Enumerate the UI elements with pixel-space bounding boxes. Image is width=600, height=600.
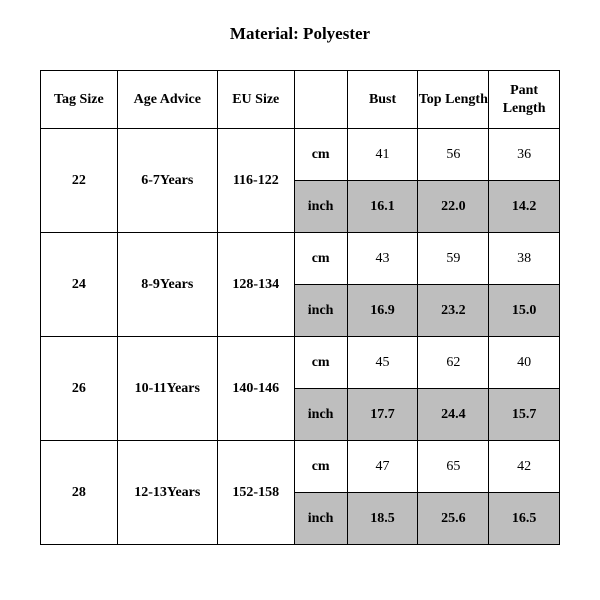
col-eu-size: EU Size	[217, 71, 294, 129]
cell-eu-size: 140-146	[217, 337, 294, 441]
table-body: 226-7Years116-122cm415636inch16.122.014.…	[41, 129, 560, 545]
col-pant-length: Pant Length	[489, 71, 560, 129]
col-age-advice: Age Advice	[117, 71, 217, 129]
cell-unit-inch: inch	[294, 389, 347, 441]
cell-top-inch: 22.0	[418, 181, 489, 233]
cell-tag-size: 28	[41, 441, 118, 545]
table-row: 248-9Years128-134cm435938	[41, 233, 560, 285]
cell-unit-cm: cm	[294, 337, 347, 389]
cell-top-inch: 25.6	[418, 493, 489, 545]
cell-age-advice: 6-7Years	[117, 129, 217, 233]
cell-pant-inch: 15.0	[489, 285, 560, 337]
table-row: 2812-13Years152-158cm476542	[41, 441, 560, 493]
size-table: Tag Size Age Advice EU Size Bust Top Len…	[40, 70, 560, 545]
cell-bust-inch: 16.1	[347, 181, 418, 233]
col-bust: Bust	[347, 71, 418, 129]
cell-unit-cm: cm	[294, 233, 347, 285]
page-title: Material: Polyester	[0, 0, 600, 70]
cell-tag-size: 26	[41, 337, 118, 441]
cell-unit-inch: inch	[294, 493, 347, 545]
cell-top-inch: 23.2	[418, 285, 489, 337]
cell-pant-inch: 14.2	[489, 181, 560, 233]
cell-unit-cm: cm	[294, 129, 347, 181]
cell-eu-size: 128-134	[217, 233, 294, 337]
cell-bust-cm: 45	[347, 337, 418, 389]
col-unit	[294, 71, 347, 129]
cell-unit-inch: inch	[294, 181, 347, 233]
cell-pant-cm: 40	[489, 337, 560, 389]
cell-pant-cm: 36	[489, 129, 560, 181]
cell-pant-cm: 42	[489, 441, 560, 493]
cell-top-cm: 65	[418, 441, 489, 493]
cell-top-cm: 62	[418, 337, 489, 389]
cell-pant-cm: 38	[489, 233, 560, 285]
cell-age-advice: 8-9Years	[117, 233, 217, 337]
cell-pant-inch: 16.5	[489, 493, 560, 545]
cell-unit-inch: inch	[294, 285, 347, 337]
table-header: Tag Size Age Advice EU Size Bust Top Len…	[41, 71, 560, 129]
cell-tag-size: 24	[41, 233, 118, 337]
cell-tag-size: 22	[41, 129, 118, 233]
cell-top-cm: 59	[418, 233, 489, 285]
cell-eu-size: 152-158	[217, 441, 294, 545]
cell-bust-cm: 47	[347, 441, 418, 493]
table-row: 2610-11Years140-146cm456240	[41, 337, 560, 389]
col-tag-size: Tag Size	[41, 71, 118, 129]
cell-age-advice: 10-11Years	[117, 337, 217, 441]
cell-top-cm: 56	[418, 129, 489, 181]
cell-age-advice: 12-13Years	[117, 441, 217, 545]
cell-bust-cm: 43	[347, 233, 418, 285]
cell-eu-size: 116-122	[217, 129, 294, 233]
cell-bust-inch: 16.9	[347, 285, 418, 337]
cell-unit-cm: cm	[294, 441, 347, 493]
cell-bust-inch: 18.5	[347, 493, 418, 545]
size-table-container: Tag Size Age Advice EU Size Bust Top Len…	[0, 70, 600, 545]
col-top-length: Top Length	[418, 71, 489, 129]
table-row: 226-7Years116-122cm415636	[41, 129, 560, 181]
cell-top-inch: 24.4	[418, 389, 489, 441]
cell-pant-inch: 15.7	[489, 389, 560, 441]
cell-bust-cm: 41	[347, 129, 418, 181]
cell-bust-inch: 17.7	[347, 389, 418, 441]
